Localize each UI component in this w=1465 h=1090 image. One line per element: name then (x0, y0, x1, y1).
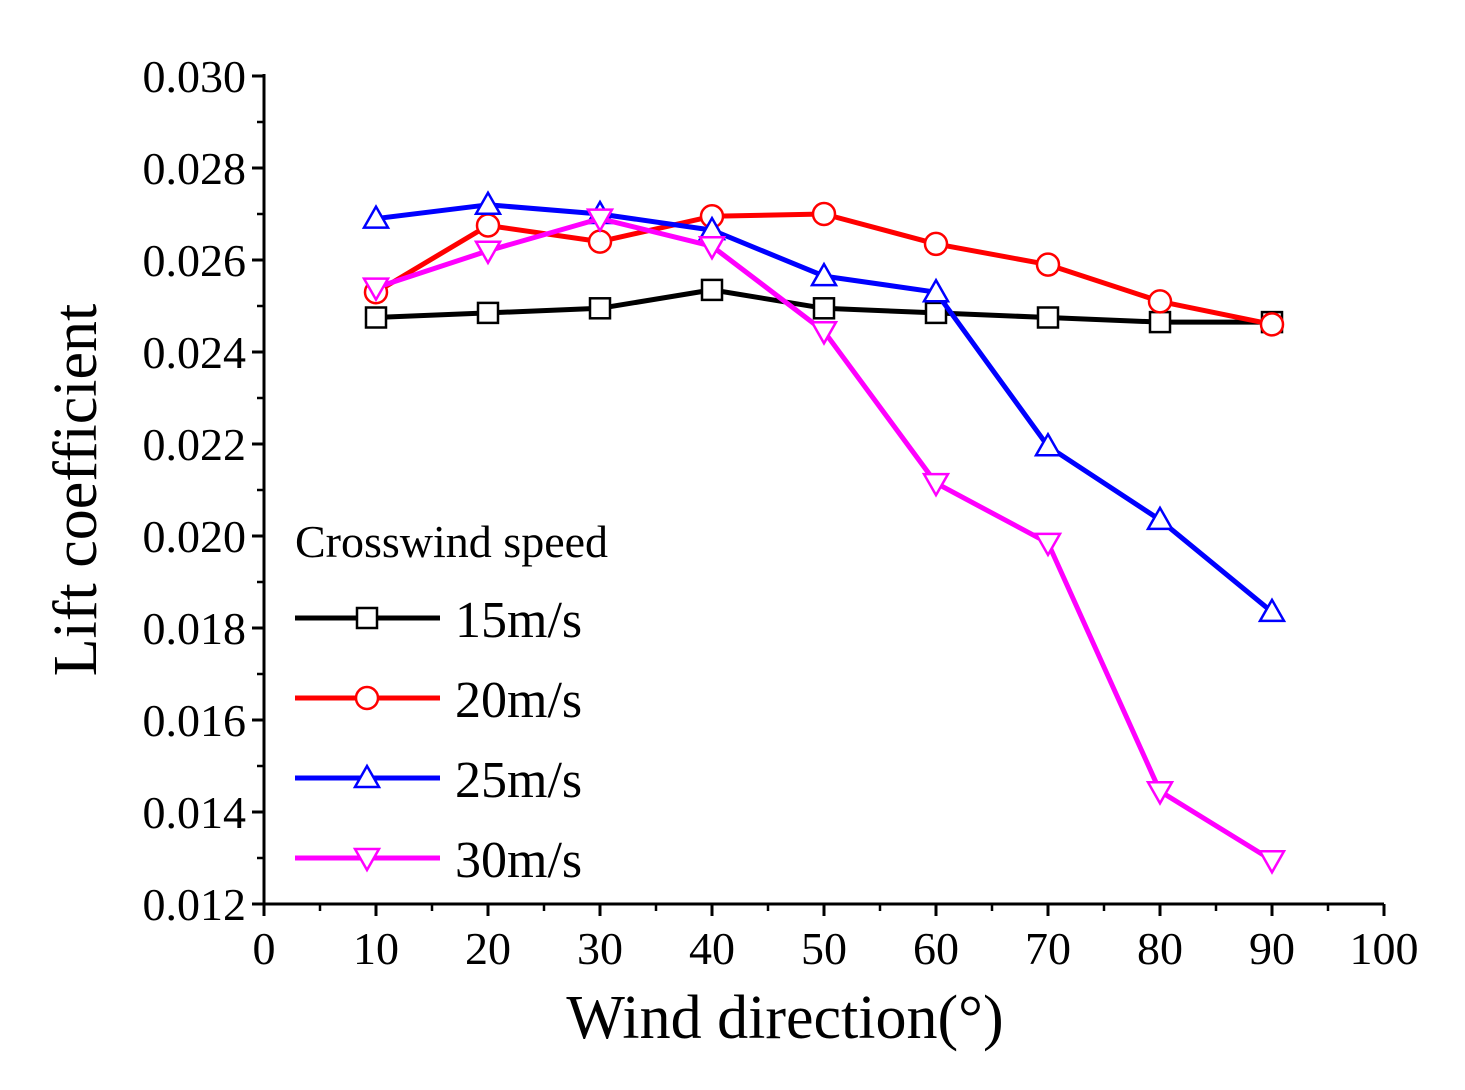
x-axis-title: Wind direction(°) (566, 984, 1003, 1052)
data-point-15m-s (924, 301, 948, 325)
legend-items: 15m/s 20m/s 25m/s 30m/s (295, 592, 582, 889)
data-point-25m-s (361, 204, 391, 229)
data-point-20m-s (1035, 252, 1061, 277)
y-ticks: 0.012 0.014 0.016 0.018 0.020 0.022 0.024 0.026… (143, 51, 264, 930)
y-tick-label: 0.014 (143, 787, 247, 838)
data-point-20m-s (475, 213, 501, 238)
y-tick-label: 0.024 (143, 327, 247, 378)
data-point-25m-s (1033, 431, 1063, 457)
series-30m-s (361, 208, 1287, 875)
x-tick-label: 50 (801, 923, 847, 974)
data-point-15m-s (812, 297, 836, 320)
legend-marker (352, 847, 382, 873)
series-25m-s (361, 190, 1287, 623)
data-point-30m-s (1033, 532, 1063, 558)
legend-item-25m-s: 25m/s (295, 752, 582, 809)
legend-item-20m-s: 20m/s (295, 672, 582, 729)
y-tick-label: 0.030 (143, 51, 247, 102)
legend-marker (352, 763, 382, 789)
legend: Crosswind speed 15m/s 20m/s 25m/s 30m/s (295, 516, 608, 889)
data-point-30m-s (585, 208, 615, 234)
y-tick-label: 0.018 (143, 603, 247, 654)
x-tick-label: 30 (577, 923, 623, 974)
data-point-25m-s (1145, 505, 1175, 531)
data-point-25m-s (1257, 597, 1287, 623)
data-point-15m-s (364, 306, 388, 329)
data-point-30m-s (361, 277, 391, 303)
legend-label: 20m/s (455, 672, 582, 729)
data-point-20m-s (1147, 289, 1173, 314)
data-point-25m-s (473, 190, 503, 216)
axes: 0 10 20 30 40 50 60 70 80 90 100 0.0120.0140.0160.… (143, 51, 1419, 974)
data-point-15m-s (700, 278, 724, 302)
x-tick-label: 90 (1249, 923, 1295, 974)
y-tick-label: 0.016 (143, 695, 247, 746)
data-point-20m-s (587, 229, 613, 254)
y-tick-label: 0.020 (143, 511, 247, 562)
data-point-30m-s (1145, 781, 1175, 806)
data-point-20m-s (923, 231, 949, 257)
legend-title: Crosswind speed (295, 516, 608, 567)
data-point-20m-s (1259, 312, 1285, 337)
x-tick-label: 70 (1025, 923, 1071, 974)
data-point-15m-s (476, 301, 500, 325)
y-tick-label: 0.028 (143, 143, 247, 194)
legend-label: 25m/s (455, 752, 582, 809)
data-point-30m-s (1257, 850, 1287, 875)
plot-series (361, 190, 1287, 875)
legend-marker (354, 685, 380, 711)
legend-label: 30m/s (455, 832, 582, 889)
x-tick-label: 80 (1137, 923, 1183, 974)
x-ticks: 0 10 20 30 40 50 60 70 80 90 100 (253, 904, 1419, 974)
x-tick-label: 100 (1350, 923, 1419, 974)
data-point-20m-s (811, 201, 837, 227)
x-tick-label: 40 (689, 923, 735, 974)
data-point-15m-s (1148, 310, 1172, 334)
x-tick-label: 20 (465, 923, 511, 974)
data-point-15m-s (1036, 306, 1060, 329)
y-tick-label: 0.012 (143, 879, 247, 930)
y-tick-label: 0.022 (143, 419, 247, 470)
data-point-30m-s (809, 321, 839, 346)
x-tick-label: 60 (913, 923, 959, 974)
data-point-30m-s (921, 472, 951, 498)
legend-item-30m-s: 30m/s (295, 832, 582, 889)
y-tick-label: 0.026 (143, 235, 247, 286)
data-point-25m-s (921, 277, 951, 303)
legend-label: 15m/s (455, 592, 582, 649)
y-axis-title: Lift coefficient (42, 304, 110, 676)
data-point-30m-s (697, 235, 727, 261)
data-point-15m-s (588, 297, 612, 320)
x-tick-label: 0 (253, 923, 276, 974)
data-point-30m-s (473, 240, 503, 266)
data-point-25m-s (809, 261, 839, 287)
legend-item-15m-s: 15m/s (295, 592, 582, 649)
legend-marker (355, 606, 379, 630)
x-tick-label: 10 (353, 923, 399, 974)
series-20m-s (363, 201, 1285, 337)
